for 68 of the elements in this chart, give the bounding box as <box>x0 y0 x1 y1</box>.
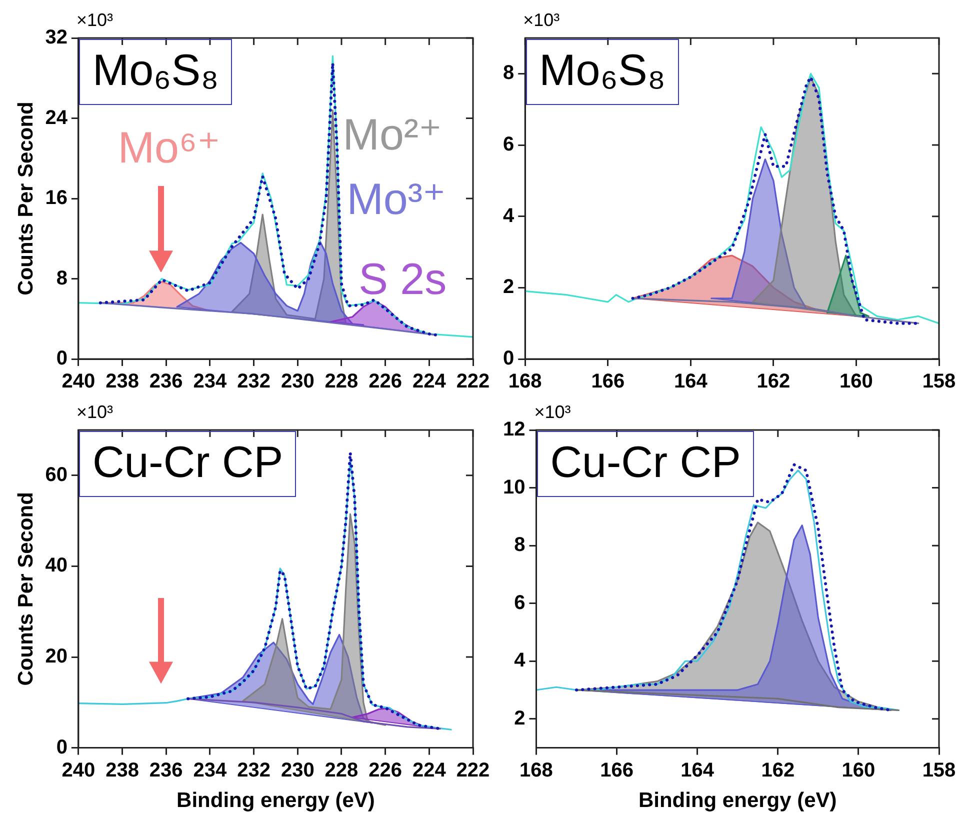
y-tick-label: 20 <box>45 646 68 668</box>
x-tick-label: 164 <box>680 759 715 782</box>
text: ×10³ <box>523 10 560 31</box>
series-label: S 2s <box>358 255 447 304</box>
x-tick-label: 234 <box>193 370 228 393</box>
x-tick-label: 158 <box>922 370 956 393</box>
y-tick-label: 6 <box>503 134 514 156</box>
x-tick-label: 224 <box>412 370 447 393</box>
text: Mo⁶⁺ <box>118 123 220 172</box>
x-tick-label: 158 <box>922 759 956 782</box>
y-tick-label: 8 <box>514 534 526 556</box>
x-tick-label: 168 <box>508 370 542 393</box>
y-tick-label: 6 <box>514 592 526 614</box>
x-axis-title: Binding energy (eV) <box>638 789 837 812</box>
y-axis-title: Counts Per Second <box>14 492 38 686</box>
x-tick-label: 226 <box>368 759 402 782</box>
x-tick-label: 238 <box>106 370 139 393</box>
y-tick-label: 24 <box>45 106 68 129</box>
x-tick-label: 162 <box>756 370 790 393</box>
chart-title: Cu-Cr CP <box>537 431 754 497</box>
x-tick-label: 160 <box>842 759 876 782</box>
chart-title: Mo₆S₈ <box>526 39 679 105</box>
x-tick-label: 166 <box>600 759 634 782</box>
x-tick-label: 224 <box>412 759 447 782</box>
chart-title: Cu-Cr CP <box>79 431 296 497</box>
y-tick-label: 8 <box>503 62 514 84</box>
y-tick-label: 16 <box>45 187 68 210</box>
x-tick-label: 240 <box>62 370 96 393</box>
x-tick-label: 228 <box>324 759 358 782</box>
x-tick-label: 236 <box>149 370 183 393</box>
x-tick-label: 164 <box>674 370 708 393</box>
x-axis-title: Binding energy (eV) <box>176 789 375 812</box>
x-tick-label: 240 <box>62 759 96 782</box>
x-tick-label: 168 <box>520 759 553 782</box>
x-tick-label: 228 <box>324 370 358 393</box>
x-tick-label: 230 <box>280 759 314 782</box>
y-tick-label: 0 <box>503 348 514 370</box>
x-tick-label: 160 <box>840 370 873 393</box>
chart-title: Mo₆S₈ <box>79 39 232 105</box>
x-tick-label: 166 <box>591 370 625 393</box>
x-tick-label: 222 <box>456 370 490 393</box>
y-axis-title: Counts Per Second <box>14 102 38 296</box>
x-tick-label: 234 <box>193 759 228 782</box>
x-tick-label: 162 <box>761 759 795 782</box>
x-tick-label: 238 <box>106 759 139 782</box>
text: ×10³ <box>76 10 113 31</box>
series-label: Mo³⁺ <box>346 174 446 224</box>
y-tick-label: 2 <box>514 707 526 730</box>
x-tick-label: 236 <box>149 759 183 782</box>
y-tick-label: 40 <box>45 554 68 577</box>
y-tick-label: 2 <box>503 276 514 298</box>
y-tick-label: 32 <box>45 26 68 49</box>
y-tick-label: 4 <box>514 650 526 672</box>
x-tick-label: 232 <box>237 759 270 782</box>
y-tick-label: 0 <box>56 736 68 758</box>
y-tick-label: 8 <box>56 267 68 290</box>
series-label: Mo²⁺ <box>342 110 442 160</box>
x-tick-label: 222 <box>456 759 490 782</box>
x-tick-label: 232 <box>237 370 270 393</box>
y-tick-label: 60 <box>45 464 68 486</box>
text: ×10³ <box>534 402 571 423</box>
y-tick-label: 12 <box>502 418 526 441</box>
y-tick-label: 10 <box>502 476 526 498</box>
x-tick-label: 230 <box>280 370 314 393</box>
y-tick-label: 0 <box>56 348 68 370</box>
text: ×10³ <box>76 402 113 423</box>
y-tick-label: 4 <box>503 204 515 227</box>
x-tick-label: 226 <box>368 370 402 393</box>
